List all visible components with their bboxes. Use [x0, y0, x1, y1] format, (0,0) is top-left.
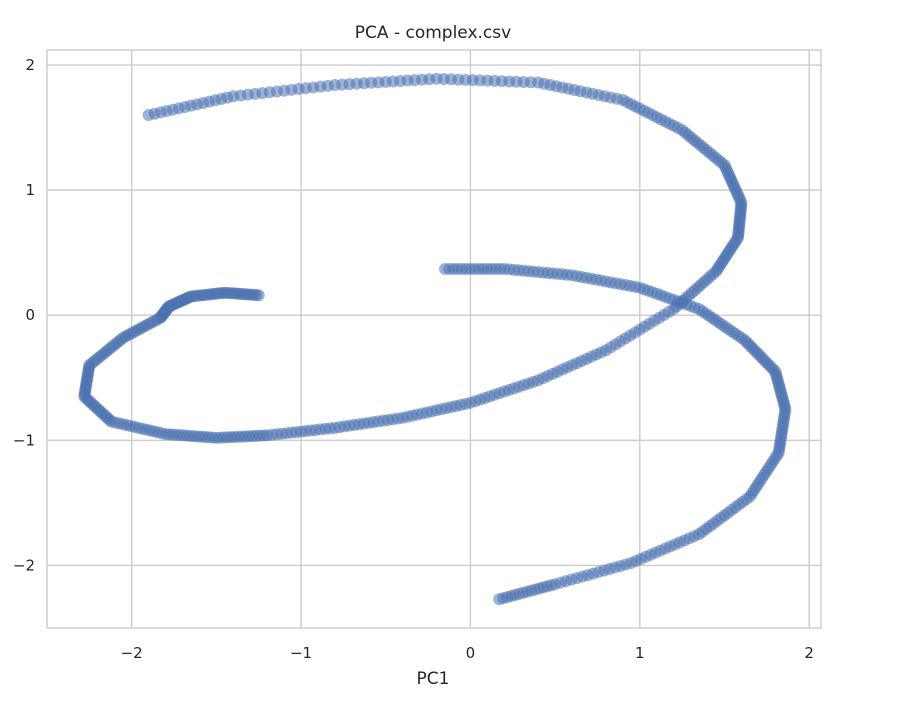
x-axis-label: PC1: [417, 669, 450, 689]
chart-title: PCA - complex.csv: [355, 23, 511, 43]
y-tick-label: 0: [25, 306, 35, 324]
x-tick-labels: −2 −1 0 1 2: [121, 644, 814, 662]
grid: [47, 50, 821, 628]
x-tick-label: 0: [466, 644, 476, 662]
plot-frame: [46, 49, 822, 629]
y-tick-label: 1: [25, 181, 35, 199]
data-point: [142, 109, 155, 122]
y-tick-label: 2: [25, 56, 35, 74]
data-points: [78, 72, 792, 606]
y-tick-label: −1: [13, 431, 35, 449]
x-tick-label: 1: [635, 644, 645, 662]
x-tick-label: −1: [290, 644, 312, 662]
x-tick-label: −2: [121, 644, 143, 662]
data-point: [493, 593, 506, 606]
y-tick-labels: 2 1 0 −1 −2: [13, 56, 35, 574]
x-tick-label: 2: [804, 644, 814, 662]
y-tick-label: −2: [13, 556, 35, 574]
